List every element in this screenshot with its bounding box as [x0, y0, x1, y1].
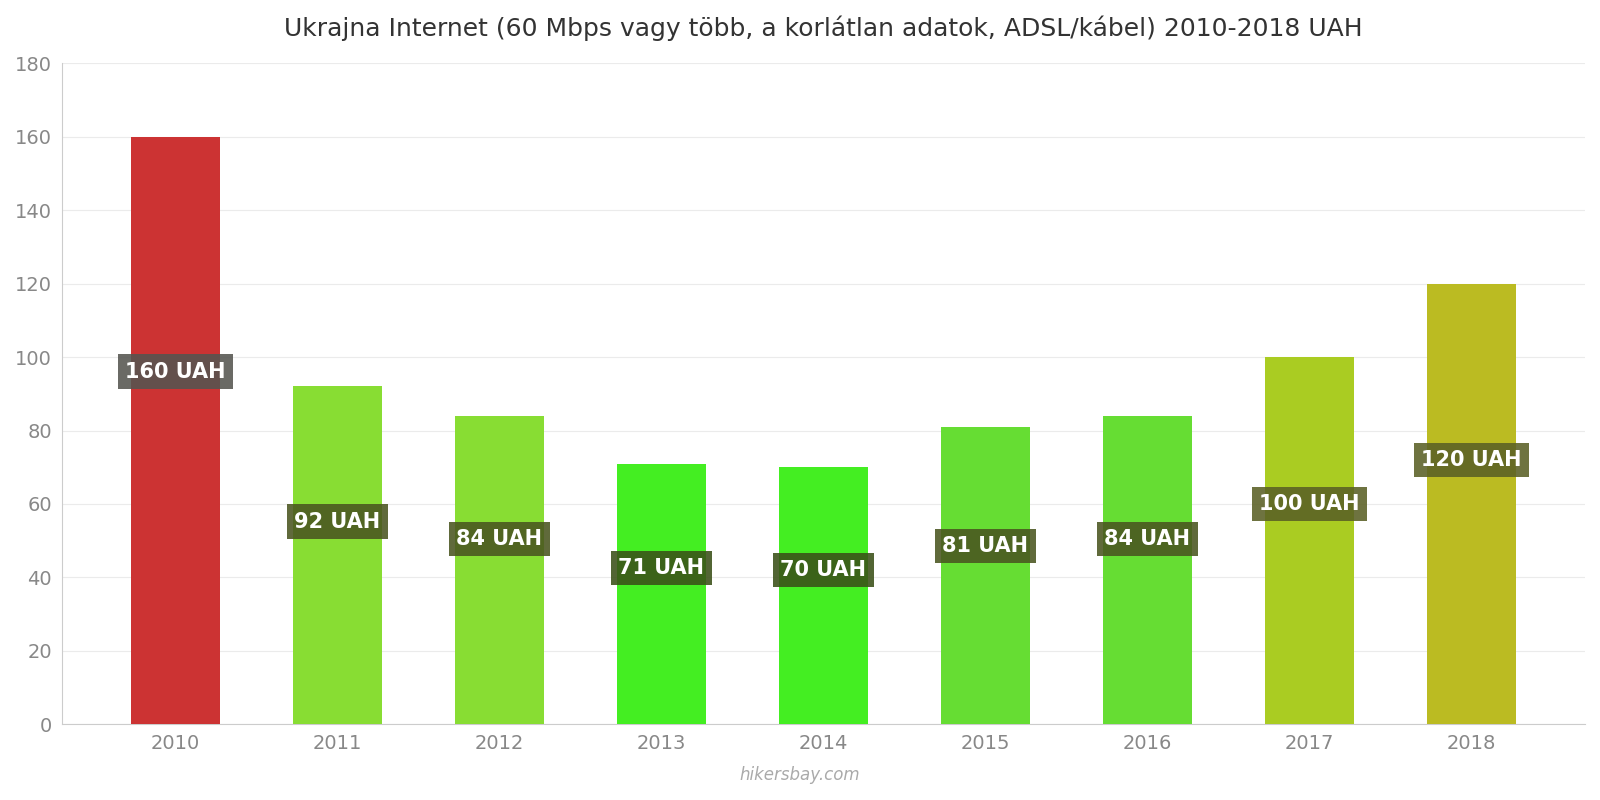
Bar	[779, 467, 867, 724]
Bar	[1102, 416, 1192, 724]
Bar	[454, 416, 544, 724]
Text: 160 UAH: 160 UAH	[125, 362, 226, 382]
Text: 92 UAH: 92 UAH	[294, 511, 381, 531]
Bar	[941, 427, 1030, 724]
Bar	[293, 386, 382, 724]
Bar	[1427, 284, 1515, 724]
Text: 84 UAH: 84 UAH	[456, 529, 542, 549]
Bar	[131, 137, 221, 724]
Text: 100 UAH: 100 UAH	[1259, 494, 1360, 514]
Text: hikersbay.com: hikersbay.com	[739, 766, 861, 784]
Bar	[618, 463, 706, 724]
Text: 70 UAH: 70 UAH	[781, 560, 866, 580]
Bar	[1264, 357, 1354, 724]
Text: 84 UAH: 84 UAH	[1104, 529, 1190, 549]
Title: Ukrajna Internet (60 Mbps vagy több, a korlátlan adatok, ADSL/kábel) 2010-2018 U: Ukrajna Internet (60 Mbps vagy több, a k…	[285, 15, 1363, 41]
Text: 81 UAH: 81 UAH	[942, 536, 1029, 556]
Text: 71 UAH: 71 UAH	[618, 558, 704, 578]
Text: 120 UAH: 120 UAH	[1421, 450, 1522, 470]
